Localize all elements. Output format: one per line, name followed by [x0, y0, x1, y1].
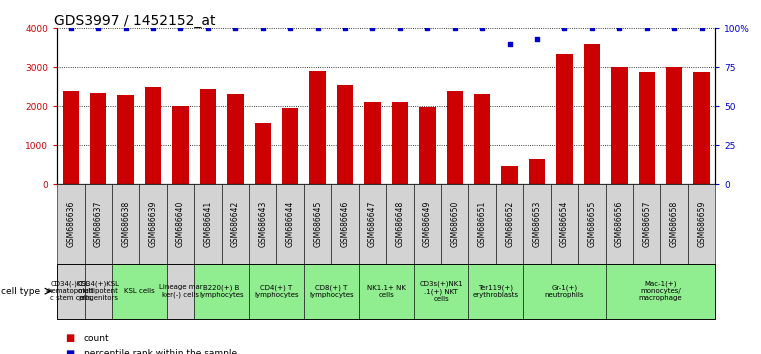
Point [668, 25, 680, 31]
Bar [447, 91, 463, 184]
Point [504, 41, 516, 47]
Point [65, 25, 77, 31]
Text: GSM686638: GSM686638 [121, 201, 130, 247]
Bar [666, 67, 683, 184]
Point [696, 25, 708, 31]
Text: cell type: cell type [1, 287, 40, 296]
Text: CD34(+)KSL
multipotent
progenitors: CD34(+)KSL multipotent progenitors [77, 281, 119, 301]
Point [449, 25, 461, 31]
Point [174, 25, 186, 31]
Bar [117, 95, 134, 184]
Text: KSL cells: KSL cells [124, 288, 154, 294]
Bar [474, 94, 490, 184]
Text: percentile rank within the sample: percentile rank within the sample [84, 349, 237, 354]
Text: CD34(-)KSL
hematopoieti
c stem cells: CD34(-)KSL hematopoieti c stem cells [48, 281, 94, 301]
Text: CD8(+) T
lymphocytes: CD8(+) T lymphocytes [309, 284, 354, 298]
Bar [90, 93, 107, 184]
Text: GSM686641: GSM686641 [203, 201, 212, 247]
Text: GSM686651: GSM686651 [478, 201, 487, 247]
Point [256, 25, 269, 31]
Text: ■: ■ [65, 333, 74, 343]
Bar [611, 67, 628, 184]
Bar [199, 90, 216, 184]
Bar [62, 91, 79, 184]
Point [284, 25, 296, 31]
Bar [145, 87, 161, 184]
Text: CD3s(+)NK1
.1(+) NKT
cells: CD3s(+)NK1 .1(+) NKT cells [419, 281, 463, 302]
Point [229, 25, 241, 31]
Bar [172, 106, 189, 184]
Bar [638, 72, 655, 184]
Bar [227, 94, 244, 184]
Point [476, 25, 489, 31]
Bar [419, 107, 435, 184]
Bar [556, 55, 573, 184]
Text: count: count [84, 333, 110, 343]
Text: B220(+) B
lymphocytes: B220(+) B lymphocytes [199, 284, 244, 298]
Text: CD4(+) T
lymphocytes: CD4(+) T lymphocytes [254, 284, 299, 298]
Text: GSM686643: GSM686643 [258, 201, 267, 247]
Text: GSM686637: GSM686637 [94, 201, 103, 247]
Point [531, 36, 543, 42]
Text: GSM686644: GSM686644 [285, 201, 295, 247]
Text: Gr-1(+)
neutrophils: Gr-1(+) neutrophils [545, 284, 584, 298]
Text: GSM686646: GSM686646 [341, 201, 349, 247]
Text: GSM686650: GSM686650 [451, 201, 460, 247]
Point [92, 25, 104, 31]
Text: GSM686640: GSM686640 [176, 201, 185, 247]
Text: GSM686652: GSM686652 [505, 201, 514, 247]
Text: GSM686656: GSM686656 [615, 201, 624, 247]
Point [119, 25, 132, 31]
Text: GSM686639: GSM686639 [148, 201, 158, 247]
Point [641, 25, 653, 31]
Text: GSM686654: GSM686654 [560, 201, 569, 247]
Text: GSM686649: GSM686649 [423, 201, 431, 247]
Bar [365, 102, 380, 184]
Bar [693, 72, 710, 184]
Text: NK1.1+ NK
cells: NK1.1+ NK cells [367, 285, 406, 298]
Bar [254, 122, 271, 184]
Bar [529, 159, 546, 184]
Bar [501, 166, 517, 184]
Text: Mac-1(+)
monocytes/
macrophage: Mac-1(+) monocytes/ macrophage [638, 281, 683, 301]
Bar [392, 102, 408, 184]
Text: GSM686655: GSM686655 [587, 201, 597, 247]
Text: GSM686653: GSM686653 [533, 201, 542, 247]
Point [559, 25, 571, 31]
Bar [310, 71, 326, 184]
Point [202, 25, 214, 31]
Point [422, 25, 434, 31]
Point [311, 25, 323, 31]
Text: GSM686657: GSM686657 [642, 201, 651, 247]
Point [147, 25, 159, 31]
Bar [337, 85, 353, 184]
Text: GSM686636: GSM686636 [66, 201, 75, 247]
Text: GSM686659: GSM686659 [697, 201, 706, 247]
Text: GSM686647: GSM686647 [368, 201, 377, 247]
Text: GSM686648: GSM686648 [396, 201, 404, 247]
Point [366, 25, 378, 31]
Point [613, 25, 626, 31]
Point [394, 25, 406, 31]
Text: GSM686642: GSM686642 [231, 201, 240, 247]
Bar [584, 44, 600, 184]
Text: GSM686658: GSM686658 [670, 201, 679, 247]
Text: GSM686645: GSM686645 [313, 201, 322, 247]
Point [339, 25, 351, 31]
Point [586, 25, 598, 31]
Bar [282, 108, 298, 184]
Text: GDS3997 / 1452152_at: GDS3997 / 1452152_at [54, 14, 215, 28]
Text: Ter119(+)
erythroblasts: Ter119(+) erythroblasts [473, 284, 519, 298]
Text: Lineage mar
ker(-) cells: Lineage mar ker(-) cells [159, 284, 202, 298]
Text: ■: ■ [65, 349, 74, 354]
